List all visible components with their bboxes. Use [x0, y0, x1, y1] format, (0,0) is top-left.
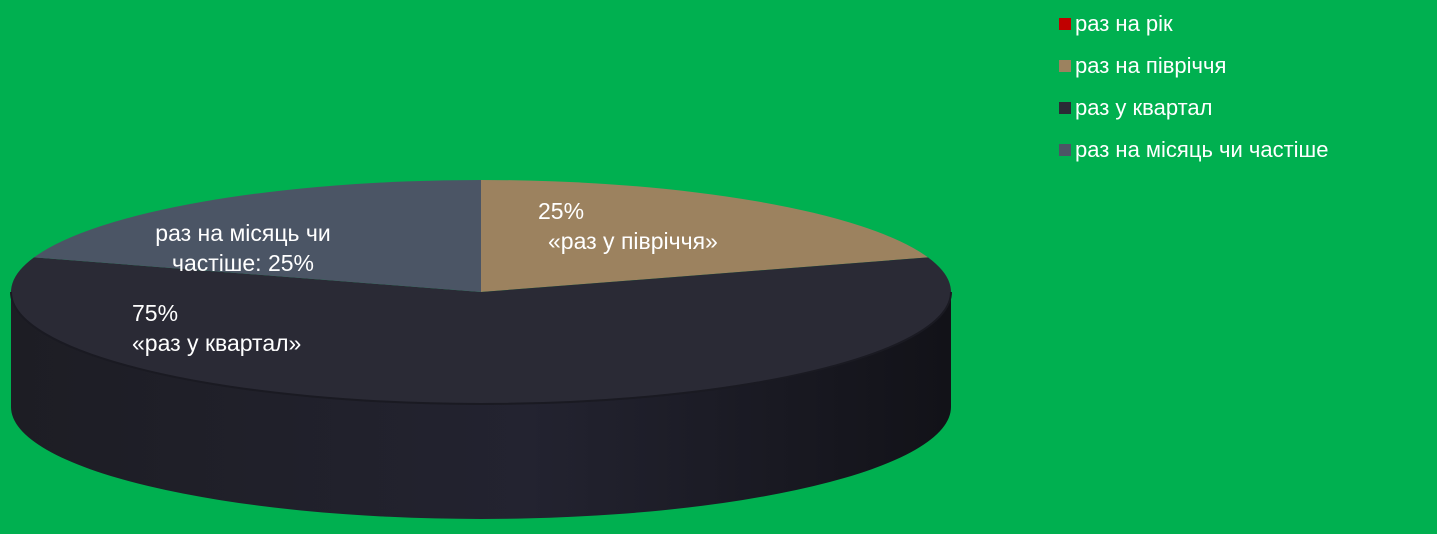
legend-item-month: раз на місяць чи частіше: [1059, 130, 1434, 170]
legend-swatch-halfyear: [1059, 60, 1071, 72]
legend-item-year: раз на рік: [1059, 4, 1434, 44]
legend-label-month: раз на місяць чи частіше: [1075, 137, 1329, 162]
legend-item-quarter: раз у квартал: [1059, 88, 1434, 128]
pie-side-wall: [11, 292, 951, 519]
legend-swatch-quarter: [1059, 102, 1071, 114]
data-label-quarter-line1: 75%: [132, 300, 179, 326]
pie-top-rim: [10, 291, 952, 405]
data-label-quarter: 75% «раз у квартал»: [132, 298, 301, 358]
data-label-quarter-line2: «раз у квартал»: [132, 330, 302, 356]
legend-item-halfyear: раз на півріччя: [1059, 46, 1434, 86]
pie-slice-quarter: [10, 257, 952, 405]
chart-legend: раз на рік раз на півріччя раз у квартал…: [1059, 4, 1434, 172]
pie-slice-month: [34, 180, 481, 292]
legend-label-halfyear: раз на півріччя: [1075, 53, 1227, 78]
data-label-halfyear: 25% «раз у півріччя»: [538, 196, 718, 256]
data-label-month-line2: частіше: 25%: [172, 250, 314, 276]
data-label-month: раз на місяць чи частіше: 25%: [128, 218, 358, 278]
pie-slice-halfyear: [481, 180, 928, 292]
data-label-halfyear-line2: «раз у півріччя»: [548, 228, 718, 254]
legend-swatch-year: [1059, 18, 1071, 30]
data-label-halfyear-line1: 25%: [538, 198, 585, 224]
data-label-month-line1: раз на місяць чи: [155, 220, 331, 246]
legend-label-quarter: раз у квартал: [1075, 95, 1213, 120]
legend-label-year: раз на рік: [1075, 11, 1173, 36]
legend-swatch-month: [1059, 144, 1071, 156]
